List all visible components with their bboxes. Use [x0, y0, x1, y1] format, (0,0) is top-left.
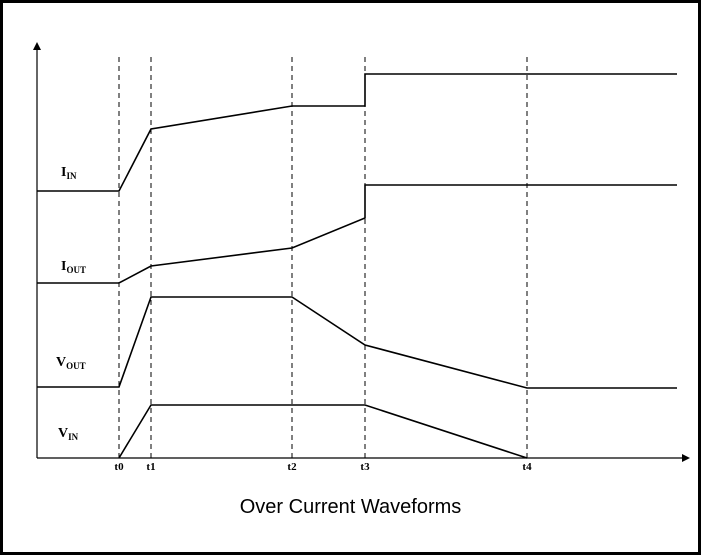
waveform-v-out [37, 296, 677, 389]
tick-label-t4: t4 [522, 461, 532, 473]
tick-label-t3: t3 [360, 461, 370, 473]
waveform-i-in [37, 73, 677, 192]
tick-label-t1: t1 [146, 461, 155, 473]
tick-label-t0: t0 [114, 461, 124, 473]
diagram-caption: Over Current Waveforms [239, 496, 462, 518]
label-v-in: VIN [58, 426, 79, 442]
tick-label-t2: t2 [287, 461, 297, 473]
label-v-out: VOUT [56, 355, 86, 371]
waveform-i-out [37, 184, 677, 284]
waveform-v-in [118, 404, 528, 459]
label-i-out: IOUT [61, 259, 86, 275]
label-i-in: IIN [61, 165, 77, 181]
